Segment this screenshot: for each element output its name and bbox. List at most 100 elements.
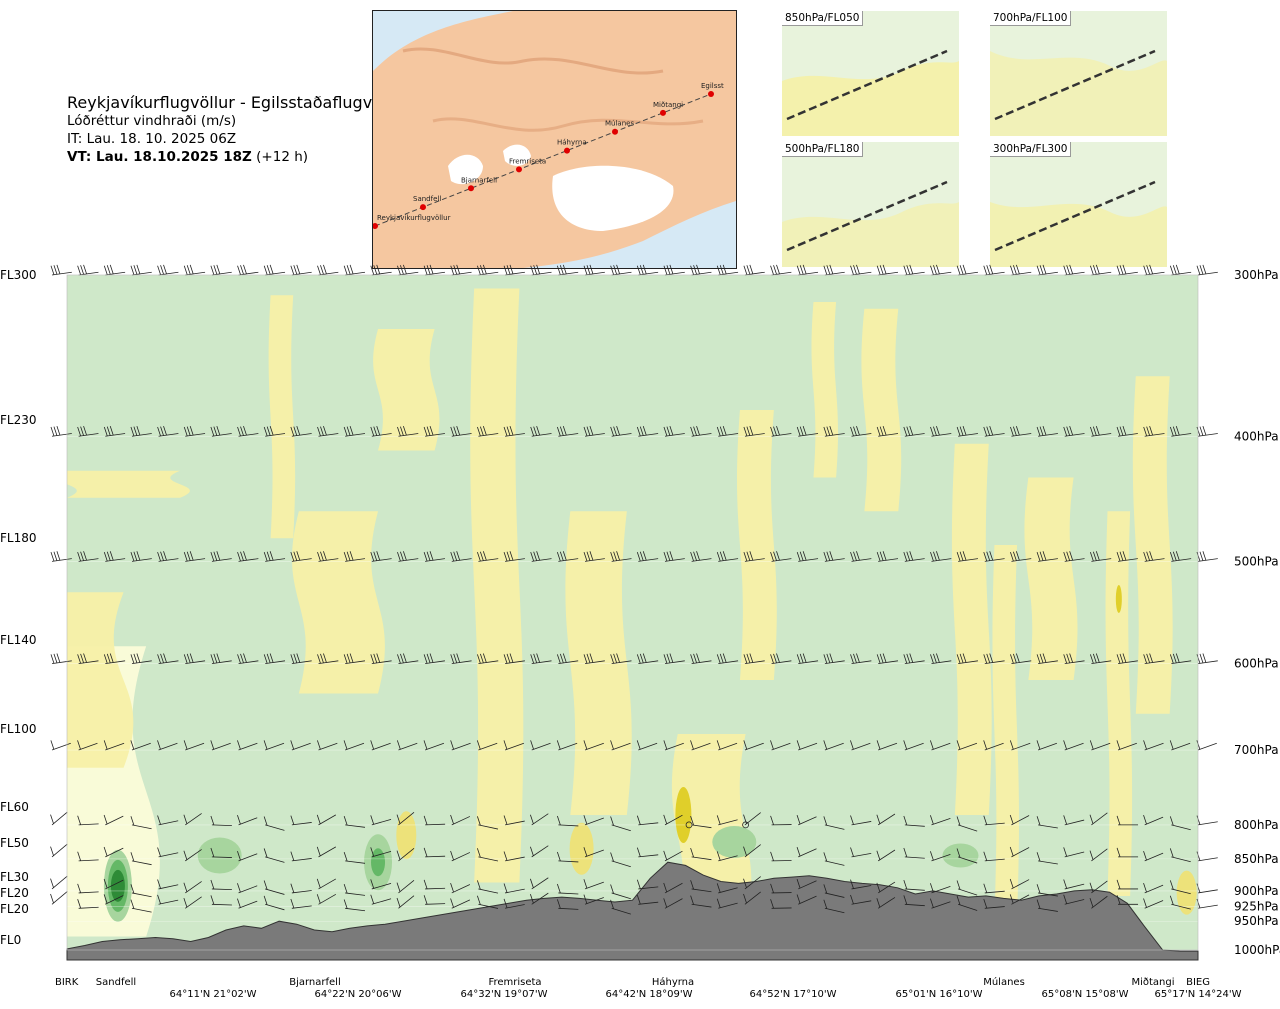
wind-barb-feather	[1040, 265, 1043, 274]
wind-barb-feather	[557, 266, 560, 275]
wind-barb-feather	[110, 265, 113, 274]
wind-barb-feather	[131, 266, 134, 275]
left-axis-label: FL20	[0, 886, 29, 900]
wind-barb-feather	[1120, 265, 1123, 274]
wind-barb	[1011, 272, 1031, 275]
wind-barb-feather	[563, 265, 566, 274]
wind-barb-feather	[238, 266, 241, 275]
left-axis-label: FL50	[0, 836, 29, 850]
wind-barb	[1118, 272, 1138, 275]
waypoint-label: Háhyrna	[652, 976, 694, 988]
wind-barb-feather	[1070, 265, 1073, 274]
wind-barb-feather	[320, 265, 323, 274]
right-axis-label: 400hPa	[1234, 429, 1279, 443]
wind-barb-feather	[534, 265, 537, 274]
left-axis-label: FL20	[0, 902, 29, 916]
wind-barb	[1198, 858, 1218, 861]
wind-barb-feather	[211, 266, 214, 275]
wind-barb-feather	[51, 740, 54, 749]
wind-barb-feather	[963, 265, 966, 274]
wind-barb	[958, 272, 978, 275]
wind-barb-feather	[803, 265, 806, 274]
wind-barb-feather	[987, 265, 990, 274]
wind-barb-feather	[51, 266, 54, 275]
left-axis-label: FL0	[0, 933, 21, 947]
velocity-cell	[570, 823, 594, 875]
wind-barb-feather	[1093, 265, 1096, 274]
wind-barb-feather	[51, 427, 54, 436]
wind-barb-feather	[960, 265, 963, 274]
wind-barb-feather	[717, 266, 720, 275]
wind-barb-feather	[1203, 426, 1206, 435]
right-axis-label: 900hPa	[1234, 884, 1279, 898]
wind-barb-feather	[510, 265, 513, 274]
coordinate-label: 64°32'N 19°07'W	[461, 989, 548, 1000]
wind-barb	[345, 272, 365, 275]
wind-barb	[239, 272, 259, 275]
wind-barb	[1198, 559, 1218, 562]
wind-barb-feather	[1197, 266, 1200, 275]
wind-barb-feather	[990, 265, 993, 274]
updraft-band	[57, 471, 190, 498]
wind-barb-feather	[507, 265, 510, 274]
wind-barb	[852, 272, 872, 275]
right-axis-label: 950hPa	[1234, 914, 1279, 928]
wind-barb-feather	[1200, 654, 1203, 663]
mini-map-700-svg	[990, 11, 1167, 136]
wind-barb	[612, 272, 632, 275]
wind-barb	[52, 812, 67, 825]
wind-barb	[558, 272, 578, 275]
velocity-cell	[1116, 585, 1122, 613]
map-waypoint-label: Miðtangi	[653, 101, 683, 109]
wind-barb	[718, 272, 738, 275]
map-waypoint-dot	[708, 91, 714, 97]
wind-barb-feather	[57, 551, 60, 560]
wind-barb	[772, 272, 792, 275]
wind-barb-feather	[877, 266, 880, 275]
wind-barb-feather	[1200, 552, 1203, 561]
wind-barb	[1198, 890, 1218, 893]
wind-barb	[638, 272, 658, 275]
map-waypoint-dot	[468, 185, 474, 191]
wind-barb-feather	[217, 265, 220, 274]
wind-barb-feather	[158, 266, 161, 275]
mini-shading	[782, 61, 959, 136]
wind-barb-feather	[350, 265, 353, 274]
wind-barb-feather	[164, 265, 167, 274]
wind-barb	[1198, 905, 1218, 908]
wind-barb-feather	[697, 265, 700, 274]
updraft-band	[373, 329, 439, 451]
wind-barb	[398, 272, 418, 275]
wind-barb-feather	[427, 265, 430, 274]
wind-barb-feather	[1096, 265, 1099, 274]
right-axis-label: 300hPa	[1234, 268, 1279, 282]
wind-barb-feather	[614, 265, 617, 274]
coordinate-label: 64°52'N 17°10'W	[750, 989, 837, 1000]
wind-barb-feather	[531, 266, 534, 275]
wind-barb	[532, 272, 552, 275]
wind-barb	[1198, 272, 1218, 275]
waypoint-label: Múlanes	[983, 976, 1025, 988]
updraft-band	[1133, 376, 1173, 714]
map-waypoint-dot	[660, 110, 666, 116]
mini-map-850: 850hPa/FL050	[782, 11, 959, 136]
map-waypoint-label: Egilsst	[701, 82, 724, 90]
left-axis-label: FL60	[0, 800, 29, 814]
wind-barb-feather	[1200, 265, 1203, 274]
wind-barb-feather	[51, 879, 54, 888]
wind-barb-feather	[104, 266, 107, 275]
wind-barb-feather	[1043, 265, 1046, 274]
velocity-cell	[111, 870, 125, 902]
wind-barb-feather	[1064, 266, 1067, 275]
wind-barb	[265, 272, 285, 275]
map-waypoint-label: Sandfell	[413, 195, 441, 203]
updraft-band	[269, 295, 296, 538]
wind-barb-feather	[51, 654, 54, 663]
valid-time-lead: (+12 h)	[256, 149, 308, 165]
wind-barb-feather	[984, 266, 987, 275]
wind-barb-feather	[853, 265, 856, 274]
right-axis-label: 500hPa	[1234, 554, 1279, 568]
right-axis-label: 925hPa	[1234, 899, 1279, 913]
wind-barb-feather	[134, 265, 137, 274]
wind-barb-feather	[457, 265, 460, 274]
